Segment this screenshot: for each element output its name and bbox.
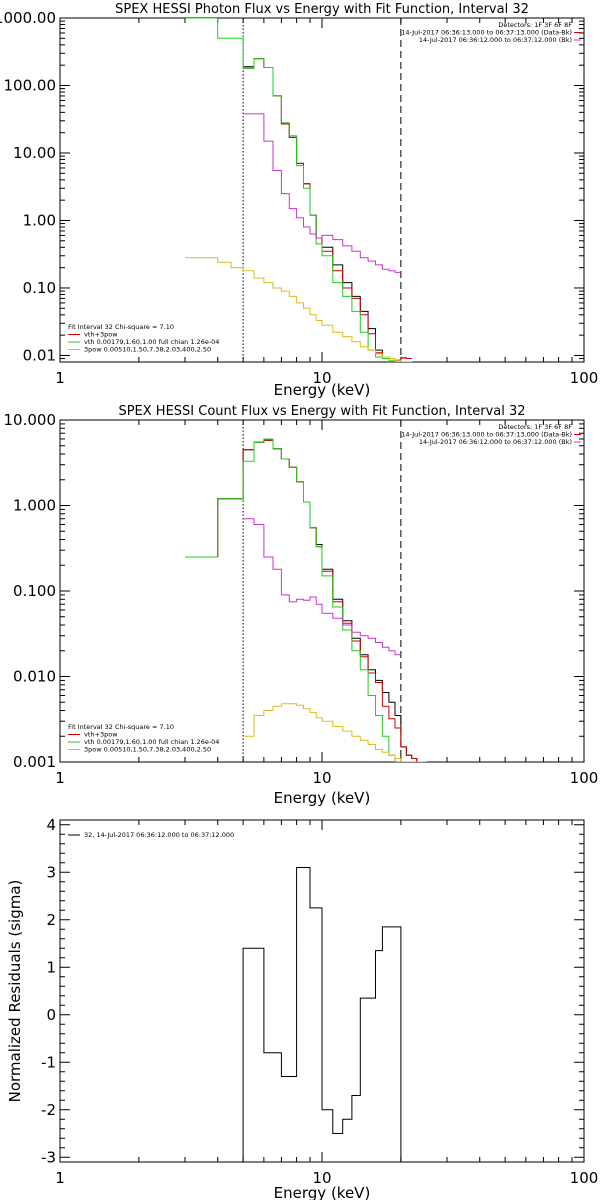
y-tick-label: 0.001 (13, 753, 56, 771)
y-tick-label: 1.000 (13, 497, 56, 515)
legend-label: vth+3pow (84, 331, 118, 339)
y-tick-label: 1000.00 (0, 9, 56, 27)
y-tick-label: 0.10 (23, 279, 56, 297)
legend-label: 3pow 0.00510,1.50,7.38,2.03,400,2.50 (84, 746, 211, 754)
series-line-bk (243, 518, 401, 656)
x-tick-label: 100 (570, 1169, 599, 1187)
x-tick-label: 10 (312, 769, 331, 787)
y-tick-label: 100.00 (4, 76, 57, 94)
series-line-vth (185, 438, 427, 762)
info-line: 14-Jul-2017 06:36:12.000 to 06:37:12.000… (419, 438, 572, 446)
y-tick-label: 1.00 (23, 211, 56, 229)
y-tick-label: 10.000 (4, 411, 57, 429)
y-tick-label: 10.00 (13, 144, 56, 162)
x-tick-label: 1 (55, 1169, 65, 1187)
x-axis-label-2: Energy (keV) (274, 1184, 371, 1200)
chart-title-1: SPEX HESSI Count Flux vs Energy with Fit… (118, 404, 525, 419)
info-line: Detectors: 1F 3F 6F 8F (498, 423, 572, 431)
legend-header: Fit Interval 32 Chi-square = 7.10 (68, 323, 174, 331)
plot-frame-0 (59, 17, 585, 363)
series-line-3pow (185, 257, 412, 362)
y-tick-label: 4 (46, 816, 56, 834)
y-axis-label-2: Normalized Residuals (sigma) (6, 880, 24, 1103)
legend-label: vth 0.00179,1.60,1.00 full chian 1.26e-0… (84, 338, 219, 346)
y-tick-label: 0 (46, 1006, 56, 1024)
y-tick-label: 0.100 (13, 582, 56, 600)
y-tick-label: 0.01 (23, 346, 56, 364)
y-tick-label: 3 (46, 863, 56, 881)
series-line-data-bk (185, 439, 427, 762)
series-line-vth-3pow (185, 439, 427, 762)
y-tick-label: -2 (41, 1101, 56, 1119)
legend-header: Fit Interval 32 Chi-square = 7.10 (68, 723, 174, 731)
x-axis-label-1: Energy (keV) (274, 789, 371, 807)
series-line-vth-3pow (243, 58, 412, 361)
info-line: 14-Jul-2017 06:36:13.000 to 06:37:13.000… (401, 29, 572, 37)
info-line: 14-Jul-2017 06:36:13.000 to 06:37:13.000… (401, 431, 572, 439)
series-line-bk (243, 113, 401, 273)
info-line: Detectors: 1F 3F 6F 8F (498, 21, 572, 29)
plot-frame-1 (59, 419, 585, 763)
y-tick-label: 0.010 (13, 668, 56, 686)
legend-label: 32, 14-Jul-2017 06:36:12.000 to 06:37:12… (84, 831, 234, 839)
x-tick-label: 100 (570, 369, 599, 387)
x-tick-label: 100 (570, 769, 599, 787)
y-tick-label: -1 (41, 1053, 56, 1071)
legend-label: vth+3pow (84, 731, 118, 739)
series-line-32-14-jul-2017-06-36-12-000-to-06-37-12-000 (242, 867, 402, 1162)
x-tick-label: 1 (55, 369, 65, 387)
legend-label: 3pow 0.00510,1.50,7.38,2.03,400,2.50 (84, 346, 211, 354)
x-axis-label-0: Energy (keV) (274, 381, 371, 399)
chart-title-0: SPEX HESSI Photon Flux vs Energy with Fi… (115, 2, 529, 17)
x-tick-label: 10 (312, 1169, 331, 1187)
series-line-3pow (243, 703, 427, 762)
x-tick-label: 10 (312, 369, 331, 387)
x-tick-label: 1 (55, 769, 65, 787)
y-tick-label: 2 (46, 911, 56, 929)
y-tick-label: -3 (41, 1148, 56, 1166)
legend-label: vth 0.00179,1.60,1.00 full chian 1.26e-0… (84, 738, 219, 746)
series-line-data-bk (243, 58, 412, 361)
info-line: 14-Jul-2017 06:36:12.000 to 06:37:12.000… (419, 36, 572, 44)
series-line-vth (185, 18, 412, 362)
y-tick-label: 1 (46, 958, 56, 976)
